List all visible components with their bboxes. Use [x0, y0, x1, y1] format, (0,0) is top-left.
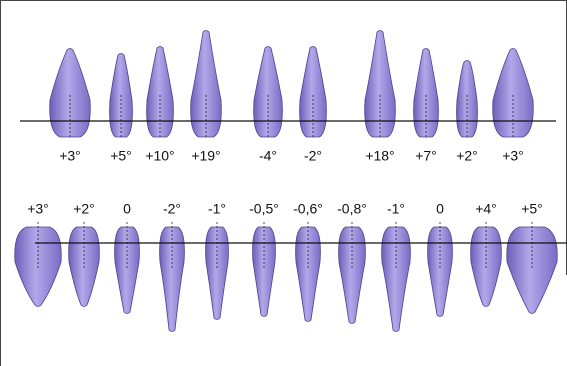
lower-angle-label: -1° — [387, 201, 405, 217]
lower-angle-label: 0 — [123, 201, 131, 217]
upper-angle-label: +3° — [59, 148, 81, 164]
lower-angle-label: 0 — [436, 201, 444, 217]
lower-angle-label: -0,5° — [249, 201, 279, 217]
lower-angle-label: +3° — [27, 201, 49, 217]
upper-angle-label: +10° — [145, 148, 174, 164]
upper-angle-label: +3° — [502, 148, 524, 164]
upper-angle-label: +7° — [415, 148, 437, 164]
upper-angle-label: +18° — [365, 148, 394, 164]
lower-angle-label: +2° — [73, 201, 95, 217]
upper-angle-label: +19° — [191, 148, 220, 164]
lower-angle-label: -2° — [163, 201, 181, 217]
upper-angle-label: -4° — [259, 148, 277, 164]
upper-angle-label: +5° — [110, 148, 132, 164]
lower-angle-label: +4° — [475, 201, 497, 217]
background — [0, 0, 567, 366]
diagram: +3° +5° +10° +19° -4° -2° +18° +7° +2° +3° +3° +2° 0… — [0, 0, 567, 366]
upper-angle-label: -2° — [304, 148, 322, 164]
upper-angle-label: +2° — [456, 148, 478, 164]
lower-angle-label: -0,6° — [293, 201, 323, 217]
lower-angle-label: -1° — [208, 201, 226, 217]
lower-angle-label: +5° — [521, 201, 543, 217]
lower-angle-label: -0,8° — [337, 201, 367, 217]
